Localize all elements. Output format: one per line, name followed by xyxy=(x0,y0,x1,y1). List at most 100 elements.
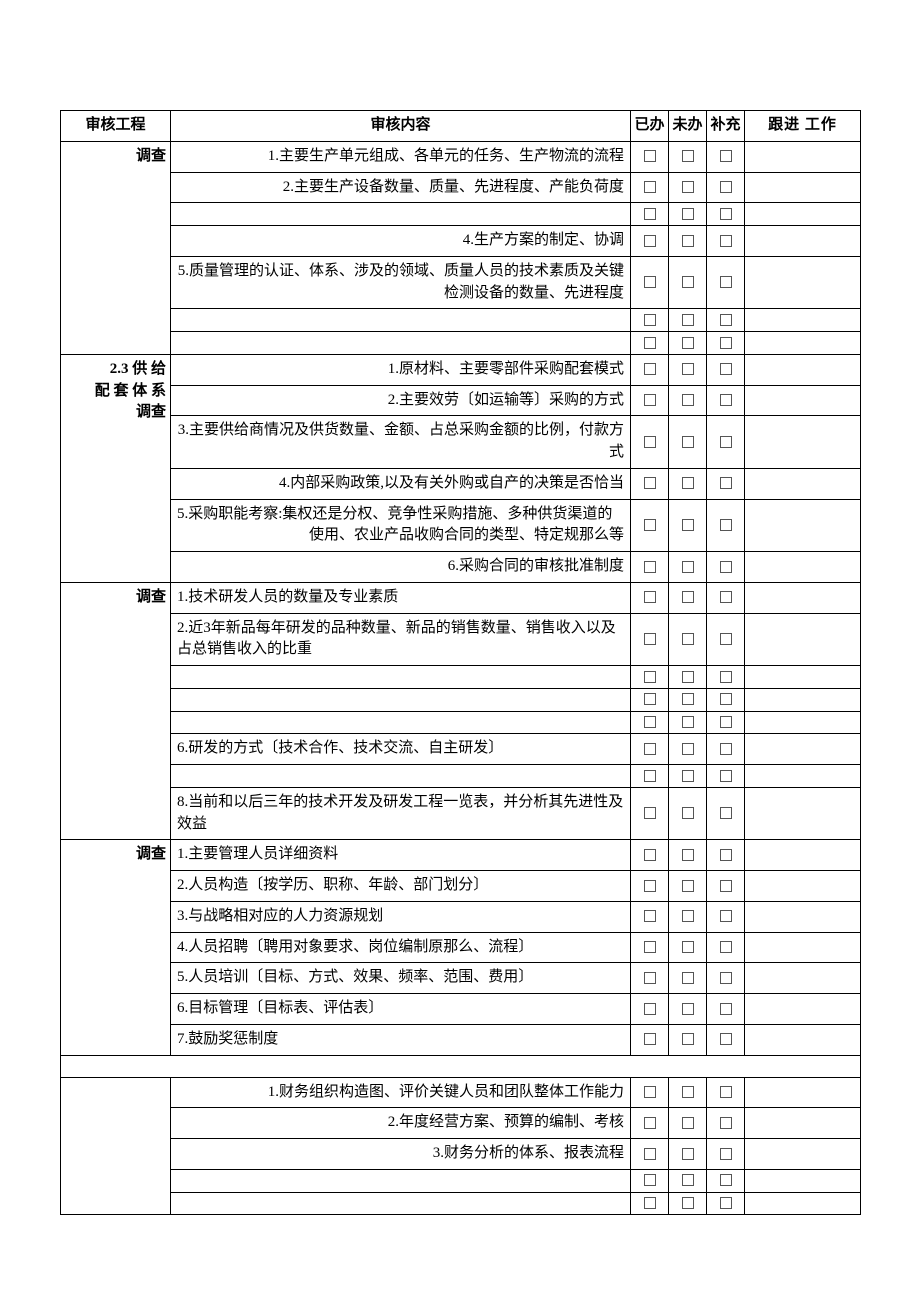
checkbox-icon[interactable] xyxy=(644,1117,656,1129)
checkbox-icon[interactable] xyxy=(682,910,694,922)
checkbox-icon[interactable] xyxy=(720,1197,732,1209)
checkbox-icon[interactable] xyxy=(682,1086,694,1098)
checkbox-icon[interactable] xyxy=(644,770,656,782)
checkbox-icon[interactable] xyxy=(682,1003,694,1015)
checkbox-icon[interactable] xyxy=(644,519,656,531)
checkbox-icon[interactable] xyxy=(720,671,732,683)
checkbox-icon[interactable] xyxy=(720,150,732,162)
checkbox-icon[interactable] xyxy=(644,910,656,922)
checkbox-icon[interactable] xyxy=(720,1033,732,1045)
checkbox-icon[interactable] xyxy=(644,1086,656,1098)
checkbox-icon[interactable] xyxy=(720,849,732,861)
checkbox-icon[interactable] xyxy=(720,561,732,573)
checkbox-icon[interactable] xyxy=(682,972,694,984)
checkbox-icon[interactable] xyxy=(682,519,694,531)
checkbox-icon[interactable] xyxy=(682,436,694,448)
checkbox-icon[interactable] xyxy=(682,941,694,953)
checkbox-icon[interactable] xyxy=(720,337,732,349)
checkbox-icon[interactable] xyxy=(682,1148,694,1160)
checkbox-icon[interactable] xyxy=(644,276,656,288)
checkbox-icon[interactable] xyxy=(682,235,694,247)
checkbox-icon[interactable] xyxy=(720,1086,732,1098)
checkbox-icon[interactable] xyxy=(720,910,732,922)
checkbox-icon[interactable] xyxy=(644,561,656,573)
checkbox-icon[interactable] xyxy=(682,591,694,603)
checkbox-icon[interactable] xyxy=(682,671,694,683)
checkbox-icon[interactable] xyxy=(720,880,732,892)
checkbox-icon[interactable] xyxy=(720,743,732,755)
checkbox-icon[interactable] xyxy=(644,1174,656,1186)
checkbox-icon[interactable] xyxy=(682,150,694,162)
checkbox-icon[interactable] xyxy=(682,337,694,349)
checkbox-icon[interactable] xyxy=(644,849,656,861)
checkbox-icon[interactable] xyxy=(644,591,656,603)
checkbox-icon[interactable] xyxy=(720,1003,732,1015)
checkbox-icon[interactable] xyxy=(682,1117,694,1129)
checkbox-icon[interactable] xyxy=(682,743,694,755)
checkbox-icon[interactable] xyxy=(682,1174,694,1186)
checkbox-icon[interactable] xyxy=(644,394,656,406)
checkbox-icon[interactable] xyxy=(720,235,732,247)
checkbox-icon[interactable] xyxy=(644,314,656,326)
checkbox-icon[interactable] xyxy=(720,394,732,406)
checkbox-icon[interactable] xyxy=(644,671,656,683)
content-cell: 4.生产方案的制定、协调 xyxy=(171,226,631,257)
checkbox-icon[interactable] xyxy=(682,394,694,406)
checkbox-icon[interactable] xyxy=(682,1033,694,1045)
checkbox-icon[interactable] xyxy=(720,477,732,489)
checkbox-icon[interactable] xyxy=(720,1148,732,1160)
checkbox-icon[interactable] xyxy=(682,276,694,288)
checkbox-icon[interactable] xyxy=(644,880,656,892)
checkbox-icon[interactable] xyxy=(720,1117,732,1129)
checkbox-icon[interactable] xyxy=(644,716,656,728)
checkbox-icon[interactable] xyxy=(720,276,732,288)
checkbox-icon[interactable] xyxy=(644,337,656,349)
checkbox-icon[interactable] xyxy=(682,181,694,193)
checkbox-icon[interactable] xyxy=(682,633,694,645)
checkbox-icon[interactable] xyxy=(644,743,656,755)
checkbox-icon[interactable] xyxy=(682,363,694,375)
checkbox-icon[interactable] xyxy=(720,972,732,984)
checkbox-icon[interactable] xyxy=(644,633,656,645)
checkbox-icon[interactable] xyxy=(682,880,694,892)
checkbox-icon[interactable] xyxy=(644,1148,656,1160)
checkbox-icon[interactable] xyxy=(644,1003,656,1015)
checkbox-icon[interactable] xyxy=(720,807,732,819)
checkbox-icon[interactable] xyxy=(644,807,656,819)
checkbox-icon[interactable] xyxy=(720,941,732,953)
checkbox-icon[interactable] xyxy=(682,849,694,861)
checkbox-icon[interactable] xyxy=(644,972,656,984)
checkbox-icon[interactable] xyxy=(720,208,732,220)
checkbox-icon[interactable] xyxy=(720,314,732,326)
checkbox-icon[interactable] xyxy=(720,363,732,375)
checkbox-icon[interactable] xyxy=(720,1174,732,1186)
checkbox-icon[interactable] xyxy=(682,1197,694,1209)
checkbox-icon[interactable] xyxy=(644,235,656,247)
checkbox-icon[interactable] xyxy=(682,314,694,326)
checkbox-icon[interactable] xyxy=(682,693,694,705)
checkbox-icon[interactable] xyxy=(644,1033,656,1045)
checkbox-icon[interactable] xyxy=(720,519,732,531)
checkbox-icon[interactable] xyxy=(682,208,694,220)
checkbox-icon[interactable] xyxy=(644,181,656,193)
checkbox-icon[interactable] xyxy=(644,1197,656,1209)
checkbox-icon[interactable] xyxy=(682,477,694,489)
checkbox-icon[interactable] xyxy=(720,693,732,705)
checkbox-icon[interactable] xyxy=(720,436,732,448)
checkbox-icon[interactable] xyxy=(644,941,656,953)
checkbox-icon[interactable] xyxy=(682,716,694,728)
checkbox-icon[interactable] xyxy=(644,363,656,375)
checkbox-icon[interactable] xyxy=(720,633,732,645)
checkbox-icon[interactable] xyxy=(720,591,732,603)
checkbox-icon[interactable] xyxy=(682,770,694,782)
checkbox-icon[interactable] xyxy=(644,477,656,489)
checkbox-icon[interactable] xyxy=(720,716,732,728)
checkbox-icon[interactable] xyxy=(720,770,732,782)
checkbox-icon[interactable] xyxy=(644,693,656,705)
checkbox-icon[interactable] xyxy=(682,807,694,819)
checkbox-icon[interactable] xyxy=(720,181,732,193)
checkbox-icon[interactable] xyxy=(644,208,656,220)
checkbox-icon[interactable] xyxy=(644,436,656,448)
checkbox-icon[interactable] xyxy=(682,561,694,573)
checkbox-icon[interactable] xyxy=(644,150,656,162)
